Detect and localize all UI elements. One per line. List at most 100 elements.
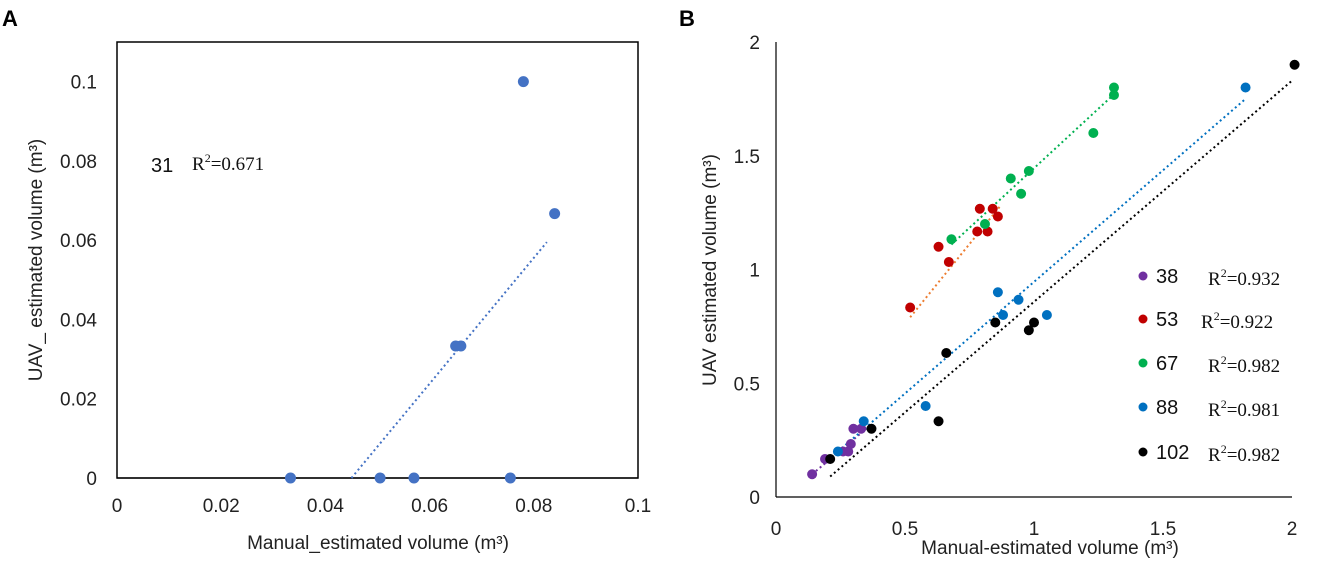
a-trendline-31 (350, 241, 548, 479)
b-point-53 (987, 203, 998, 214)
b-point-67 (979, 219, 990, 229)
b-point-53 (933, 241, 944, 252)
b-x-tick-label: 1 (1029, 519, 1040, 540)
a-y-tick-label: 0.08 (60, 152, 97, 173)
a-point-31 (408, 472, 420, 484)
legend-marker-38 (1138, 271, 1148, 281)
b-point-53 (943, 256, 954, 267)
a-point-31 (517, 76, 529, 88)
legend-r2-value: =0.932 (1227, 269, 1280, 290)
b-point-102 (933, 416, 944, 427)
panel-a: A Manual_estimated volume (m³) UAV_ esti… (2, 6, 651, 554)
b-point-67 (1023, 165, 1034, 176)
legend-r2-value: =0.982 (1227, 445, 1280, 466)
b-point-38 (843, 446, 854, 457)
panel-a-r2-prefix: R (192, 154, 205, 175)
legend-r2-sup: 2 (1221, 442, 1227, 456)
legend-r2-38: R2=0.932 (1208, 266, 1280, 290)
panel-b-points (807, 59, 1300, 480)
panel-a-points (284, 76, 561, 484)
b-trendline-102 (829, 79, 1293, 478)
legend-r2-53: R2=0.922 (1201, 309, 1273, 333)
b-point-102 (825, 454, 836, 465)
panel-a-r2-value: =0.671 (211, 154, 264, 175)
b-point-88 (858, 416, 869, 427)
b-point-88 (832, 446, 843, 457)
b-y-tick-label: 0 (749, 488, 760, 509)
b-point-53 (974, 203, 985, 214)
b-point-67 (1005, 173, 1016, 184)
b-point-67 (1016, 188, 1027, 199)
legend-r2-prefix: R (1208, 400, 1221, 421)
b-point-67 (946, 234, 957, 245)
b-trendline-88 (837, 98, 1247, 453)
panel-a-x-label: Manual_estimated volume (m³) (247, 533, 509, 554)
b-x-tick-label: 2 (1287, 519, 1298, 540)
b-point-67 (1088, 128, 1099, 138)
b-x-tick-label: 0.5 (892, 519, 918, 540)
a-x-tick-label: 0.06 (411, 496, 448, 517)
a-x-tick-label: 0 (112, 496, 123, 517)
b-point-88 (998, 310, 1009, 320)
b-point-53 (905, 302, 916, 313)
panel-a-series-label: 31 (151, 155, 173, 177)
legend-r2-value: =0.922 (1220, 312, 1273, 333)
legend-marker-53 (1138, 314, 1148, 324)
legend-label-38: 38 (1156, 266, 1178, 288)
b-point-102 (941, 347, 952, 358)
panel-b-y-label: UAV estimated volume (m³) (700, 154, 721, 386)
panel-a-x-ticks: 0 0.02 0.04 0.06 0.08 0.1 (112, 496, 652, 517)
b-x-tick-label: 0 (771, 519, 782, 540)
b-point-38 (856, 423, 867, 434)
a-x-tick-label: 0.08 (515, 496, 552, 517)
legend-marker-88 (1138, 402, 1148, 412)
legend-r2-prefix: R (1208, 269, 1221, 290)
panel-b-x-label: Manual-estimated volume (m³) (921, 538, 1179, 559)
a-y-tick-label: 0.04 (60, 310, 97, 331)
b-point-88 (1013, 294, 1024, 305)
a-y-tick-label: 0.06 (60, 231, 97, 252)
b-trendline-53 (909, 205, 1002, 318)
panel-b-x-ticks: 0 0.5 1 1.5 2 (771, 519, 1298, 540)
legend-marker-67 (1138, 358, 1148, 368)
panel-a-y-ticks: 0 0.02 0.04 0.06 0.08 0.1 (60, 73, 97, 490)
a-x-tick-label: 0.02 (203, 496, 240, 517)
b-x-tick-label: 1.5 (1150, 519, 1176, 540)
legend-r2-102: R2=0.982 (1208, 442, 1280, 466)
b-point-38 (845, 438, 856, 449)
b-point-53 (972, 226, 983, 237)
a-point-31 (455, 340, 467, 352)
a-point-31 (504, 472, 516, 484)
b-point-102 (990, 317, 1001, 328)
b-point-102 (1023, 325, 1034, 336)
legend-r2-prefix: R (1208, 356, 1221, 377)
b-y-tick-label: 1.5 (734, 147, 760, 168)
a-x-tick-label: 0.04 (307, 496, 344, 517)
b-point-38 (807, 469, 818, 480)
legend-r2-sup: 2 (1214, 309, 1220, 323)
b-point-102 (1029, 317, 1039, 328)
panel-b: B Manual-estimated volume (m³) UAV estim… (679, 6, 1300, 559)
b-point-102 (866, 423, 877, 434)
b-point-67 (1108, 90, 1119, 101)
b-point-53 (982, 226, 993, 237)
a-point-31 (374, 472, 386, 484)
legend-r2-prefix: R (1201, 312, 1214, 333)
legend-r2-sup: 2 (1221, 266, 1227, 280)
panel-b-y-ticks: 0 0.5 1 1.5 2 (734, 33, 760, 509)
legend-marker-102 (1138, 447, 1148, 457)
panel-a-trendlines (350, 241, 548, 479)
a-point-31 (549, 208, 561, 220)
legend-label-67: 67 (1156, 353, 1178, 375)
b-y-tick-label: 1 (749, 261, 760, 282)
a-y-tick-label: 0.02 (60, 390, 97, 411)
legend-r2-67: R2=0.982 (1208, 353, 1280, 377)
a-point-31 (284, 472, 296, 484)
b-point-67 (1108, 82, 1119, 93)
legend-r2-value: =0.981 (1227, 400, 1280, 421)
a-y-tick-label: 0.1 (71, 73, 97, 94)
legend-label-102: 102 (1156, 442, 1189, 464)
a-y-tick-label: 0 (86, 469, 97, 490)
legend-r2-prefix: R (1208, 445, 1221, 466)
